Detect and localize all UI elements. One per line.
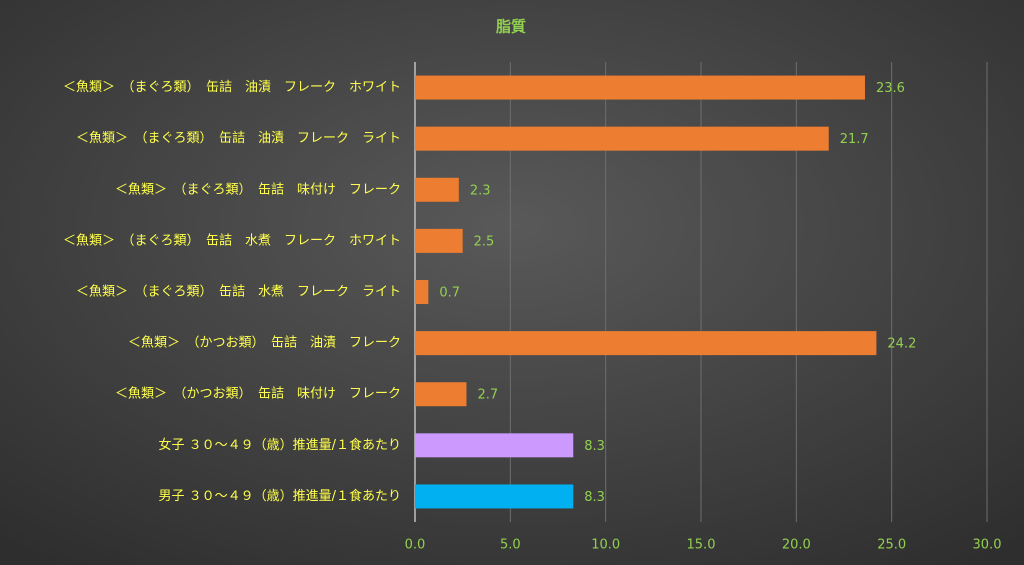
value-label: 21.7: [840, 132, 869, 147]
value-label: 2.7: [477, 388, 498, 403]
bar: [415, 382, 467, 407]
bar: [415, 433, 574, 458]
bar: [415, 280, 429, 304]
value-label: 8.3: [584, 490, 605, 505]
x-tick-label: 5.0: [500, 538, 521, 553]
value-label: 8.3: [584, 439, 605, 454]
y-tick-label: ＜魚類＞ （かつお類） 缶詰 味付け フレーク: [115, 386, 401, 402]
y-tick-label: ＜魚類＞ （まぐろ類） 缶詰 水煮 フレーク ライト: [76, 284, 401, 300]
bar: [415, 126, 829, 151]
x-tick-label: 0.0: [405, 538, 426, 553]
bar: [415, 177, 459, 202]
bar: [415, 75, 865, 100]
chart-title: 脂質: [496, 18, 526, 36]
y-tick-label: 女子 ３０～４９（歳）推進量/１食あたり: [158, 437, 401, 453]
y-tick-label: ＜魚類＞ （まぐろ類） 缶詰 味付け フレーク: [115, 181, 401, 197]
y-tick-label: ＜魚類＞ （まぐろ類） 缶詰 水煮 フレーク ホワイト: [63, 232, 401, 248]
value-label: 2.5: [474, 234, 495, 249]
value-label: 23.6: [876, 81, 905, 96]
x-tick-label: 15.0: [687, 538, 716, 553]
bar: [415, 331, 877, 356]
value-label: 0.7: [439, 286, 460, 301]
y-tick-label: ＜魚類＞ （かつお類） 缶詰 油漬 フレーク: [128, 335, 401, 351]
bar: [415, 228, 463, 253]
x-tick-label: 25.0: [877, 538, 906, 553]
x-tick-label: 10.0: [591, 538, 620, 553]
bar: [415, 484, 574, 509]
value-label: 2.3: [470, 183, 491, 198]
y-tick-label: ＜魚類＞ （まぐろ類） 缶詰 油漬 フレーク ライト: [76, 130, 401, 146]
x-tick-label: 30.0: [973, 538, 1002, 553]
value-label: 24.2: [887, 337, 916, 352]
x-tick-label: 20.0: [782, 538, 811, 553]
y-tick-label: 男子 ３０～４９（歳）推進量/１食あたり: [158, 488, 401, 504]
y-tick-label: ＜魚類＞ （まぐろ類） 缶詰 油漬 フレーク ホワイト: [63, 79, 401, 95]
